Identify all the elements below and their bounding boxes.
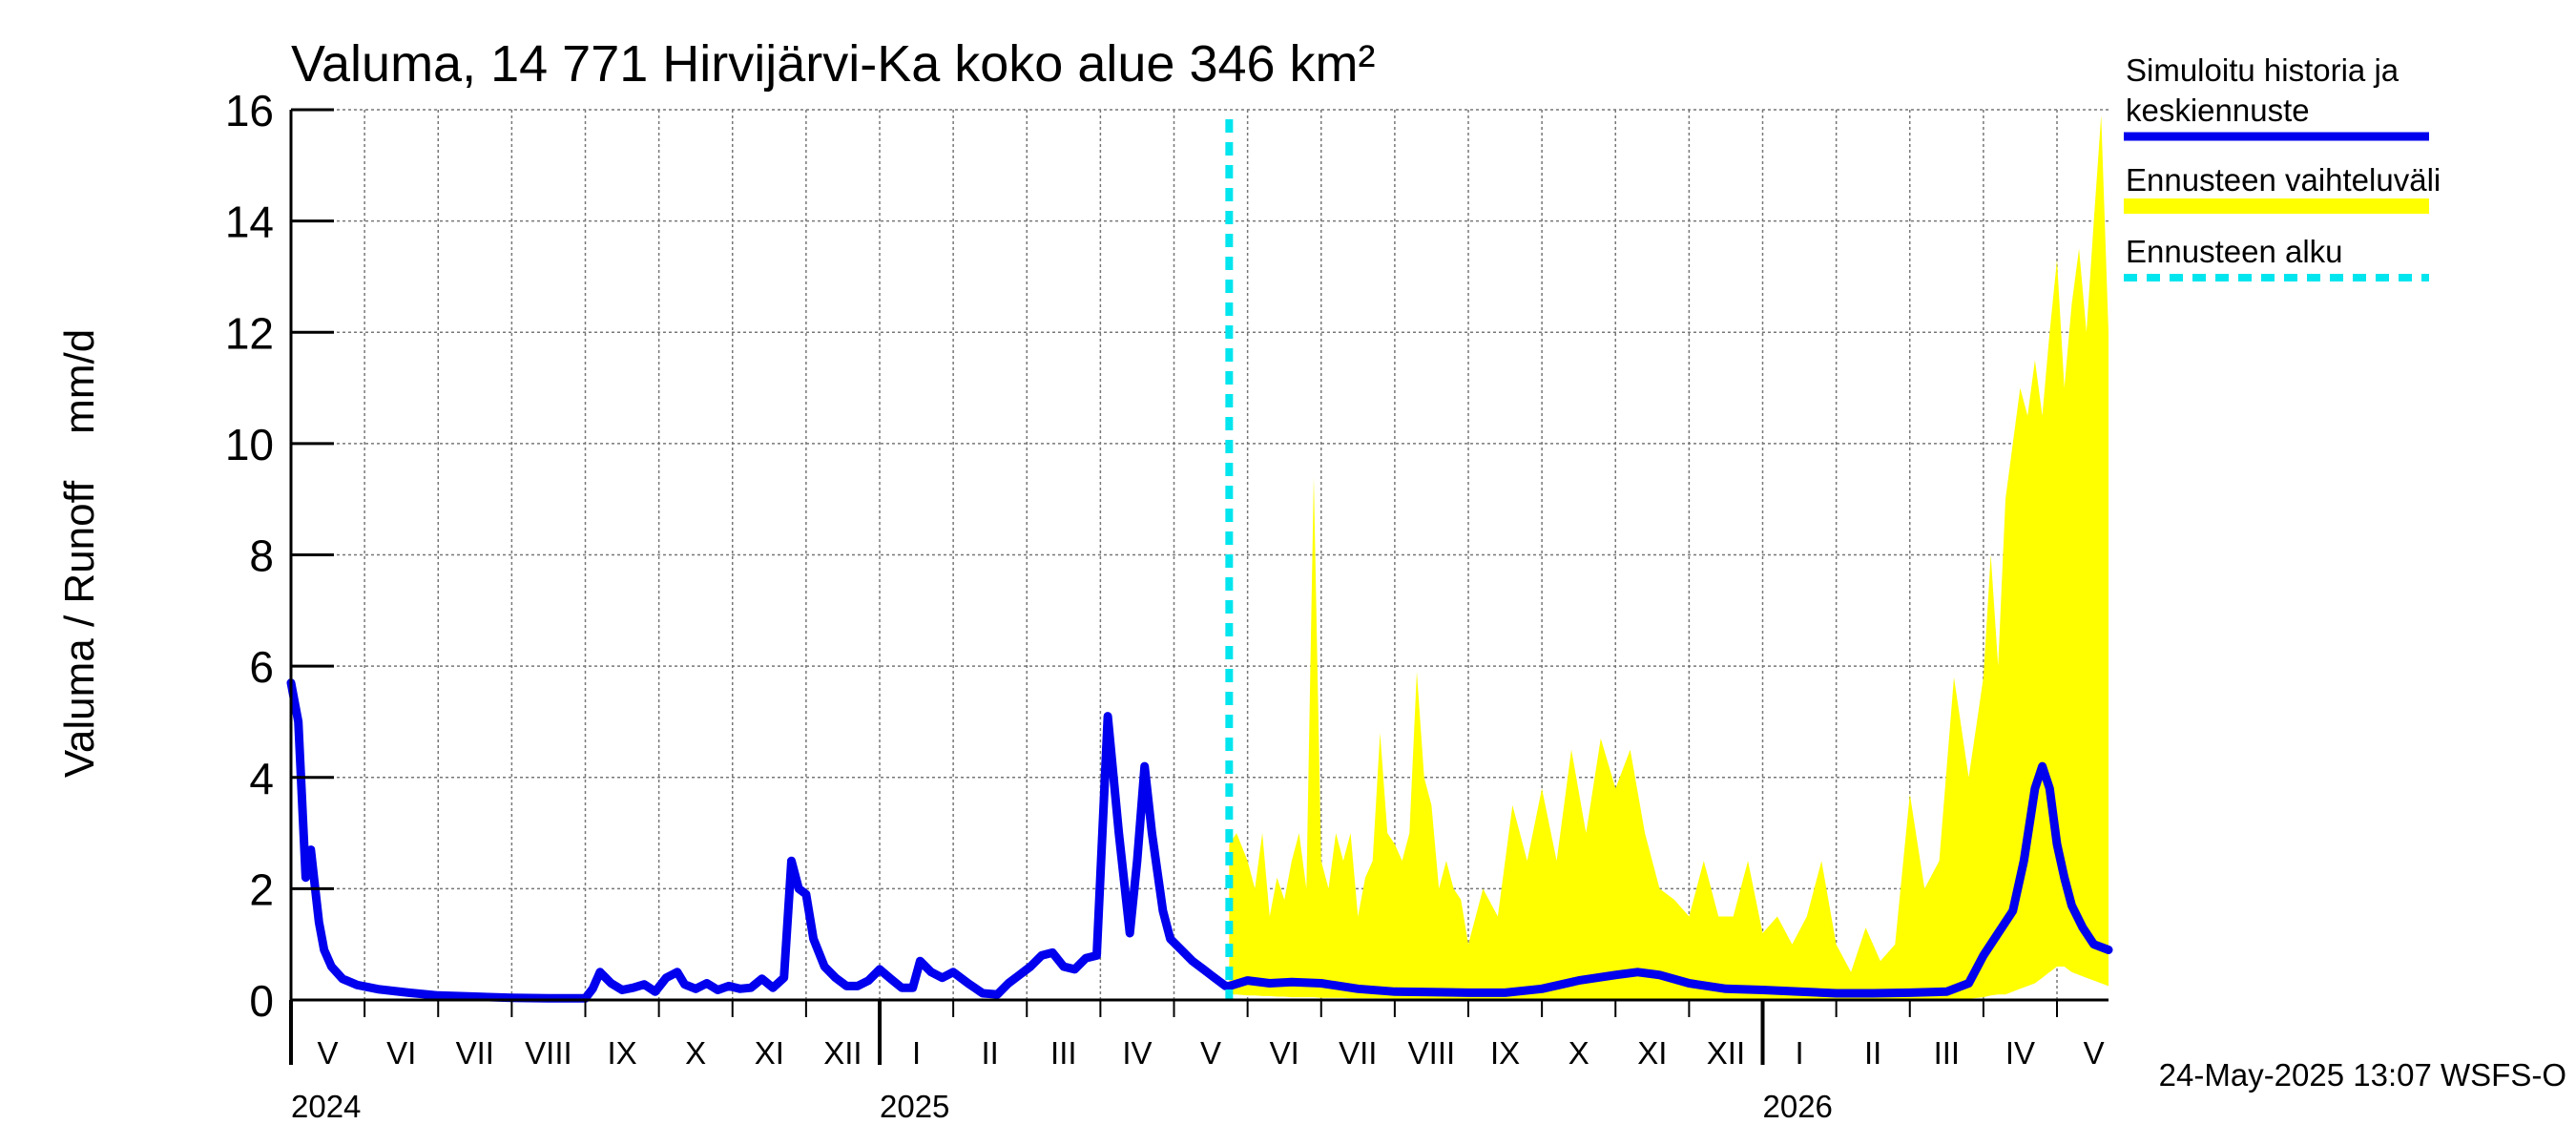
legend: Simuloitu historia ja keskiennuste Ennus…: [2124, 52, 2441, 281]
x-month-label: V: [2084, 1035, 2105, 1071]
y-tick-label: 0: [249, 976, 274, 1026]
legend-label-forecast-start: Ennusteen alku: [2126, 234, 2343, 269]
x-month-label: IX: [1490, 1035, 1520, 1071]
y-tick-label: 12: [225, 308, 274, 358]
simulated-runoff-line: [286, 678, 2113, 1003]
x-axis-years: 2024 2025 2026: [289, 1000, 1833, 1124]
y-tick-label: 6: [249, 642, 274, 692]
x-month-label: XII: [823, 1035, 862, 1071]
x-month-label: I: [1795, 1035, 1803, 1071]
x-month-label: XII: [1707, 1035, 1745, 1071]
timestamp: 24-May-2025 13:07 WSFS-O: [2159, 1057, 2566, 1093]
x-month-label: IV: [2005, 1035, 2035, 1071]
x-axis-months: V VI VII VIII IX X XI XII I II III IV V VI VII VIII IX X X…: [290, 1000, 2105, 1071]
x-month-label: X: [685, 1035, 706, 1071]
x-month-label: I: [912, 1035, 921, 1071]
y-tick-label: 10: [225, 420, 274, 469]
x-month-label: III: [1050, 1035, 1077, 1071]
x-month-label: VI: [1270, 1035, 1299, 1071]
forecast-range-band: [1229, 114, 2109, 999]
x-month-label: III: [1934, 1035, 1961, 1071]
year-label: 2024: [291, 1089, 361, 1124]
y-axis-label: Valuma / Runoff mm/d: [56, 329, 103, 778]
legend-label-simulated: Simuloitu historia ja keskiennuste: [2126, 52, 2407, 128]
chart-title: Valuma, 14 771 Hirvijärvi-Ka koko alue 3…: [291, 35, 1376, 93]
y-axis-ticks: 0 2 4 6 8 10 12 14 16: [225, 86, 334, 1026]
legend-label-range: Ennusteen vaihteluväli: [2126, 162, 2441, 198]
x-month-label: IV: [1122, 1035, 1152, 1071]
x-month-label: XI: [1637, 1035, 1667, 1071]
x-month-label: X: [1568, 1035, 1589, 1071]
x-month-label: II: [1864, 1035, 1881, 1071]
y-tick-label: 8: [249, 531, 274, 581]
y-tick-label: 14: [225, 198, 274, 247]
year-label: 2026: [1763, 1089, 1833, 1124]
x-month-label: VI: [386, 1035, 416, 1071]
y-tick-label: 16: [225, 86, 274, 135]
y-tick-label: 4: [249, 754, 274, 803]
y-tick-label: 2: [249, 864, 274, 914]
x-month-label: XI: [755, 1035, 784, 1071]
x-month-label: II: [982, 1035, 999, 1071]
x-month-label: V: [318, 1035, 339, 1071]
x-month-label: VIII: [525, 1035, 572, 1071]
x-month-label: VII: [1339, 1035, 1377, 1071]
x-month-label: IX: [607, 1035, 636, 1071]
x-month-label: VII: [456, 1035, 494, 1071]
year-label: 2025: [880, 1089, 949, 1124]
x-month-label: V: [1200, 1035, 1221, 1071]
x-month-label: VIII: [1408, 1035, 1456, 1071]
